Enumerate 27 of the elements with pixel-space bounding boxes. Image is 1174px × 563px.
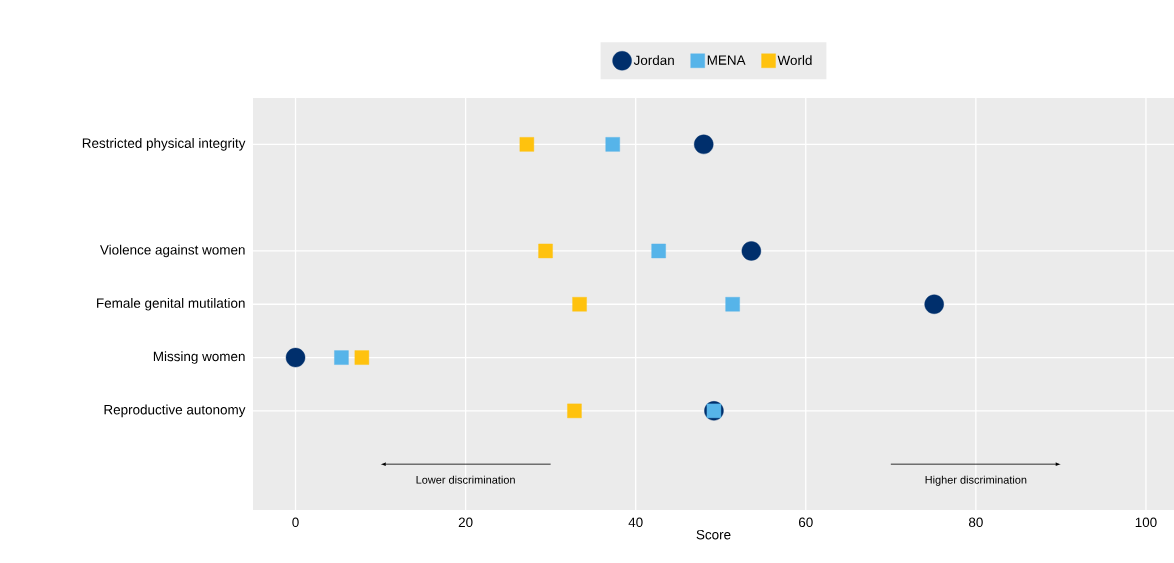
x-tick-label: 20 [458, 517, 473, 528]
point [725, 297, 740, 312]
y-tick-label: Violence against women [99, 244, 245, 258]
y-tick-label: Female genital mutilation [97, 297, 245, 311]
point [567, 403, 582, 419]
legend-label: Jordan [633, 55, 674, 66]
x-tick-label: 60 [798, 517, 813, 528]
point [741, 241, 762, 261]
x-tick-label: 0 [292, 517, 299, 528]
x-tick-label: 40 [628, 517, 643, 528]
point [572, 297, 587, 312]
y-tick-label: Missing women [153, 351, 245, 364]
y-tick-label: Restricted physical integrity [82, 138, 246, 151]
text: Lower discrimination [416, 475, 515, 484]
legend-label: MENA [707, 55, 746, 65]
x-tick-label: 80 [968, 517, 983, 528]
point [924, 294, 944, 314]
point [285, 347, 306, 368]
x-tick-label: 100 [1135, 517, 1157, 528]
x-axis-title: Score [696, 529, 731, 540]
legend-label: World [777, 55, 812, 66]
text: Higher discrimination [925, 475, 1027, 486]
point [538, 243, 553, 259]
point [354, 350, 370, 365]
point [334, 350, 349, 365]
y-tick-label: Reproductive autonomy [104, 404, 246, 418]
point [651, 243, 666, 259]
